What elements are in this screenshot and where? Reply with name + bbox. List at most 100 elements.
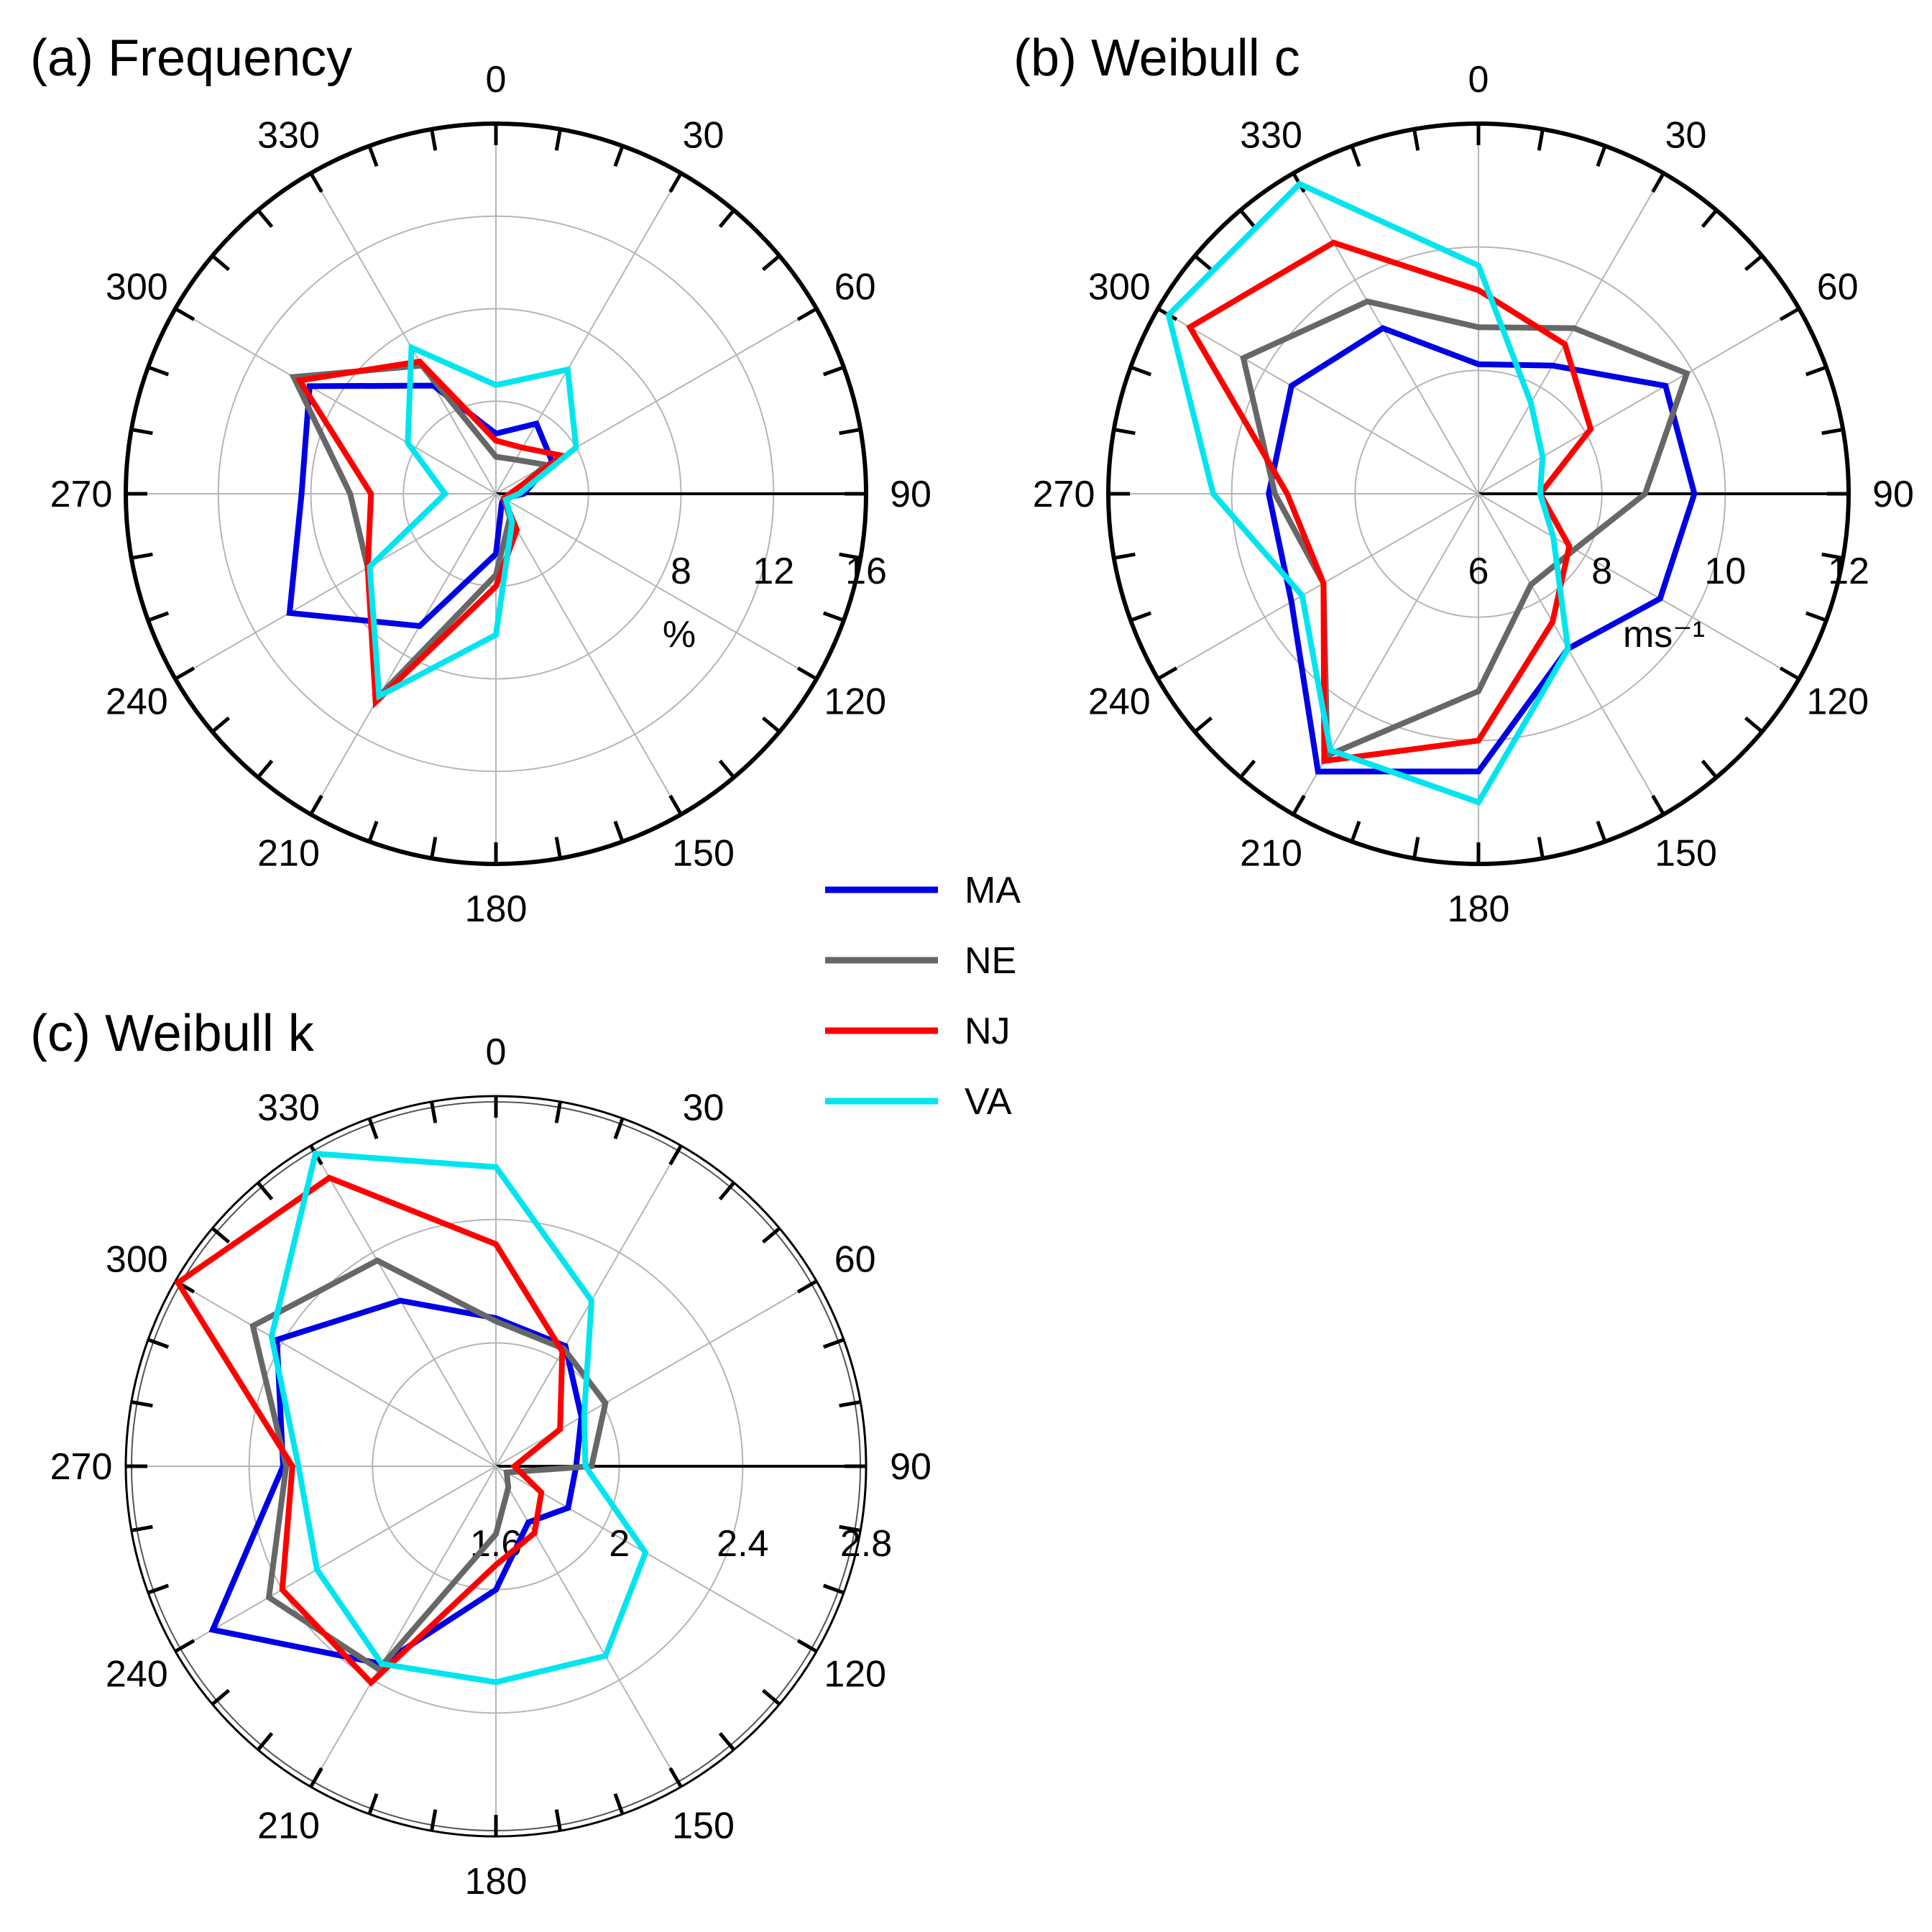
direction-label: 0 (1468, 59, 1489, 101)
angle-tick (822, 365, 845, 377)
angle-tick (1193, 716, 1213, 733)
direction-label: 180 (465, 1861, 528, 1903)
direction-label: 120 (824, 681, 886, 723)
angle-tick (839, 1400, 861, 1408)
angle-tick (668, 172, 683, 193)
radial-tick-label: 6 (1468, 551, 1489, 592)
legend-label-ma: MA (965, 870, 1021, 911)
series-va-line (1165, 180, 1571, 806)
angle-tick (613, 1118, 625, 1140)
grid-spoke (1478, 493, 1665, 815)
direction-label: 330 (1240, 114, 1302, 156)
grid-spoke (175, 493, 497, 680)
angle-tick (1651, 172, 1665, 193)
direction-label: 210 (257, 1806, 320, 1847)
angle-tick (1537, 837, 1545, 859)
legend-label-ne: NE (965, 940, 1016, 982)
angle-tick (822, 1338, 845, 1349)
angle-tick (174, 307, 196, 321)
angle-tick (1412, 837, 1420, 859)
angle-tick (1130, 365, 1152, 377)
angle-tick (1651, 794, 1665, 816)
angle-tick (839, 428, 861, 436)
angle-tick (761, 1227, 781, 1244)
direction-label: 240 (106, 1654, 168, 1696)
angle-tick (174, 666, 196, 681)
angle-tick (796, 1639, 818, 1653)
angle-tick (761, 1688, 781, 1706)
direction-label: 60 (834, 267, 876, 308)
legend-label-va: VA (965, 1081, 1012, 1123)
direction-label: 210 (1240, 833, 1302, 875)
series-nj-line (174, 1174, 566, 1687)
angle-tick (1350, 820, 1361, 842)
direction-label: 210 (257, 833, 320, 875)
grid-spoke (1478, 172, 1665, 494)
angle-tick (1779, 666, 1800, 681)
series-ne-line (249, 1257, 609, 1673)
legend: MA NE NJ VA (825, 870, 1021, 1123)
angle-tick (839, 552, 861, 560)
angle-tick (147, 365, 170, 377)
grid-spoke (310, 172, 497, 494)
radial-tick-label: 8 (671, 551, 691, 592)
direction-label: 270 (1033, 474, 1095, 515)
angle-tick (1239, 208, 1256, 229)
angle-tick (309, 794, 323, 816)
angle-tick (1701, 759, 1718, 779)
angle-tick (131, 428, 153, 436)
angle-tick (211, 716, 231, 733)
direction-label: 330 (257, 1087, 320, 1128)
angle-tick (554, 837, 562, 859)
series-ma-line (1266, 325, 1698, 775)
radial-tick-label: 8 (1591, 551, 1612, 592)
angle-tick (1779, 307, 1800, 321)
angle-tick (1350, 145, 1361, 167)
radial-tick-label: 12 (753, 551, 794, 592)
angle-tick (430, 129, 438, 151)
angle-tick (1596, 145, 1607, 167)
angle-tick (822, 611, 845, 622)
direction-label: 120 (1806, 681, 1869, 723)
angle-tick (668, 1144, 683, 1166)
angle-tick (367, 820, 379, 842)
direction-label: 0 (486, 1031, 507, 1073)
angle-tick (309, 1767, 323, 1788)
angle-tick (822, 1583, 845, 1595)
grid-spoke (495, 172, 682, 494)
angle-tick (1596, 820, 1607, 842)
angle-tick (839, 1524, 861, 1532)
angle-tick (668, 1767, 683, 1788)
radial-tick-label: 2.4 (717, 1523, 768, 1565)
angle-tick (257, 1181, 274, 1201)
angle-tick (718, 1731, 735, 1752)
angle-tick (718, 759, 735, 779)
angle-tick (367, 1793, 379, 1815)
panel-title: (c) Weibull k (30, 1005, 315, 1062)
legend-label-nj: NJ (965, 1011, 1011, 1052)
direction-label: 90 (890, 474, 932, 515)
angle-tick (1193, 254, 1213, 272)
direction-label: 60 (1817, 267, 1859, 308)
angle-tick (796, 666, 818, 681)
direction-label: 60 (834, 1239, 876, 1281)
angle-tick (554, 1809, 562, 1831)
angle-tick (613, 1793, 625, 1815)
angle-tick (1537, 129, 1545, 151)
direction-label: 0 (486, 59, 507, 101)
panel-weibull-c: (b) Weibull c 0 30 60 90 120 150 180 210 240 270 3… (1013, 29, 1914, 930)
series-va-line (268, 1150, 649, 1685)
panel-weibull-k: (c) Weibull k 0 30 60 90 120 150 180 210 240 270 3… (30, 1005, 932, 1903)
series-va-line (367, 343, 579, 701)
angle-tick (367, 145, 379, 167)
grid-spoke (495, 1466, 817, 1652)
direction-label: 150 (672, 833, 735, 875)
radial-unit-label: ms⁻¹ (1623, 614, 1705, 656)
radial-tick-label: 12 (1828, 551, 1869, 592)
direction-label: 120 (824, 1654, 886, 1696)
angle-tick (613, 820, 625, 842)
angle-tick (718, 1181, 735, 1201)
angle-tick (796, 1279, 818, 1294)
radial-unit-label: % (663, 614, 696, 656)
angle-tick (430, 837, 438, 859)
